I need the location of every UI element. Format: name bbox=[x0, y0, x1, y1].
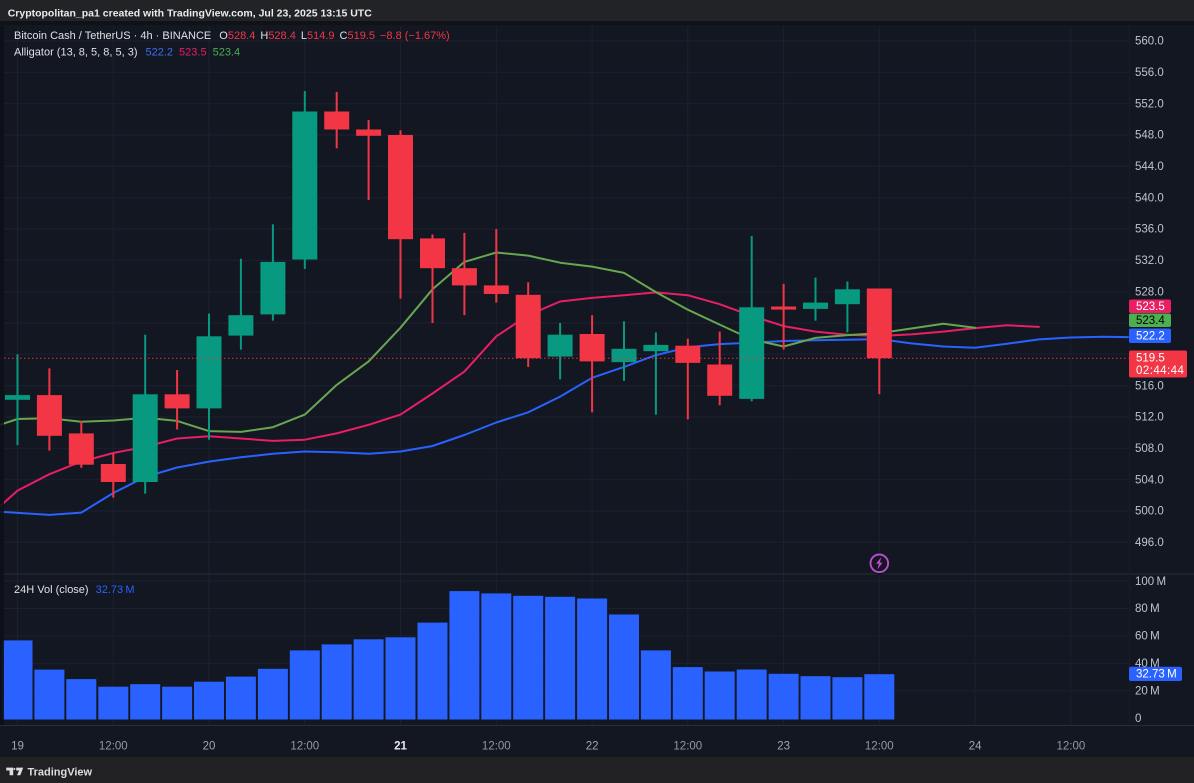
svg-text:496.0: 496.0 bbox=[1135, 537, 1164, 549]
svg-text:508.0: 508.0 bbox=[1135, 443, 1164, 455]
svg-text:528.0: 528.0 bbox=[1135, 286, 1164, 298]
svg-text:22: 22 bbox=[586, 740, 599, 752]
svg-text:12:00: 12:00 bbox=[482, 740, 511, 752]
svg-text:548.0: 548.0 bbox=[1135, 130, 1164, 142]
svg-text:21: 21 bbox=[394, 740, 407, 752]
svg-text:523.5: 523.5 bbox=[1136, 301, 1165, 313]
svg-text:60 M: 60 M bbox=[1135, 631, 1160, 643]
svg-text:12:00: 12:00 bbox=[865, 740, 894, 752]
svg-text:20: 20 bbox=[203, 740, 216, 752]
svg-text:523.4: 523.4 bbox=[1136, 315, 1165, 327]
svg-text:32.73 M: 32.73 M bbox=[1136, 669, 1177, 681]
svg-text:552.0: 552.0 bbox=[1135, 98, 1164, 110]
svg-text:24: 24 bbox=[969, 740, 982, 752]
svg-text:504.0: 504.0 bbox=[1135, 474, 1164, 486]
svg-text:560.0: 560.0 bbox=[1135, 36, 1164, 48]
svg-text:02:44:44: 02:44:44 bbox=[1136, 365, 1185, 377]
svg-text:532.0: 532.0 bbox=[1135, 255, 1164, 267]
svg-text:100 M: 100 M bbox=[1135, 576, 1166, 588]
svg-text:80 M: 80 M bbox=[1135, 603, 1160, 615]
svg-text:Cryptopolitan_pa1 created with: Cryptopolitan_pa1 created with TradingVi… bbox=[8, 8, 373, 20]
svg-text:500.0: 500.0 bbox=[1135, 506, 1164, 518]
svg-text:24H Vol (close)32.73 M: 24H Vol (close) 32.73 M bbox=[14, 584, 135, 596]
svg-text:20 M: 20 M bbox=[1135, 686, 1160, 698]
svg-text:Bitcoin Cash / TetherUS · 4h ·: Bitcoin Cash / TetherUS · 4h · BINANCE O5… bbox=[14, 30, 450, 42]
svg-text:Alligator (13, 8, 5, 8, 5, 3)5: Alligator (13, 8, 5, 8, 5, 3) 522.2 523.5 5… bbox=[14, 47, 240, 59]
svg-text:512.0: 512.0 bbox=[1135, 412, 1164, 424]
svg-text:TradingView: TradingView bbox=[28, 766, 93, 778]
svg-text:23: 23 bbox=[777, 740, 790, 752]
svg-text:540.0: 540.0 bbox=[1135, 192, 1164, 204]
svg-text:544.0: 544.0 bbox=[1135, 161, 1164, 173]
svg-text:536.0: 536.0 bbox=[1135, 224, 1164, 236]
svg-text:12:00: 12:00 bbox=[290, 740, 319, 752]
svg-text:556.0: 556.0 bbox=[1135, 67, 1164, 79]
svg-text:12:00: 12:00 bbox=[99, 740, 128, 752]
svg-text:19: 19 bbox=[11, 740, 24, 752]
svg-text:519.5: 519.5 bbox=[1136, 353, 1165, 365]
svg-text:522.2: 522.2 bbox=[1136, 330, 1165, 342]
svg-text:516.0: 516.0 bbox=[1135, 380, 1164, 392]
svg-text:12:00: 12:00 bbox=[1057, 740, 1086, 752]
svg-text:12:00: 12:00 bbox=[673, 740, 702, 752]
svg-text:0: 0 bbox=[1135, 713, 1141, 725]
